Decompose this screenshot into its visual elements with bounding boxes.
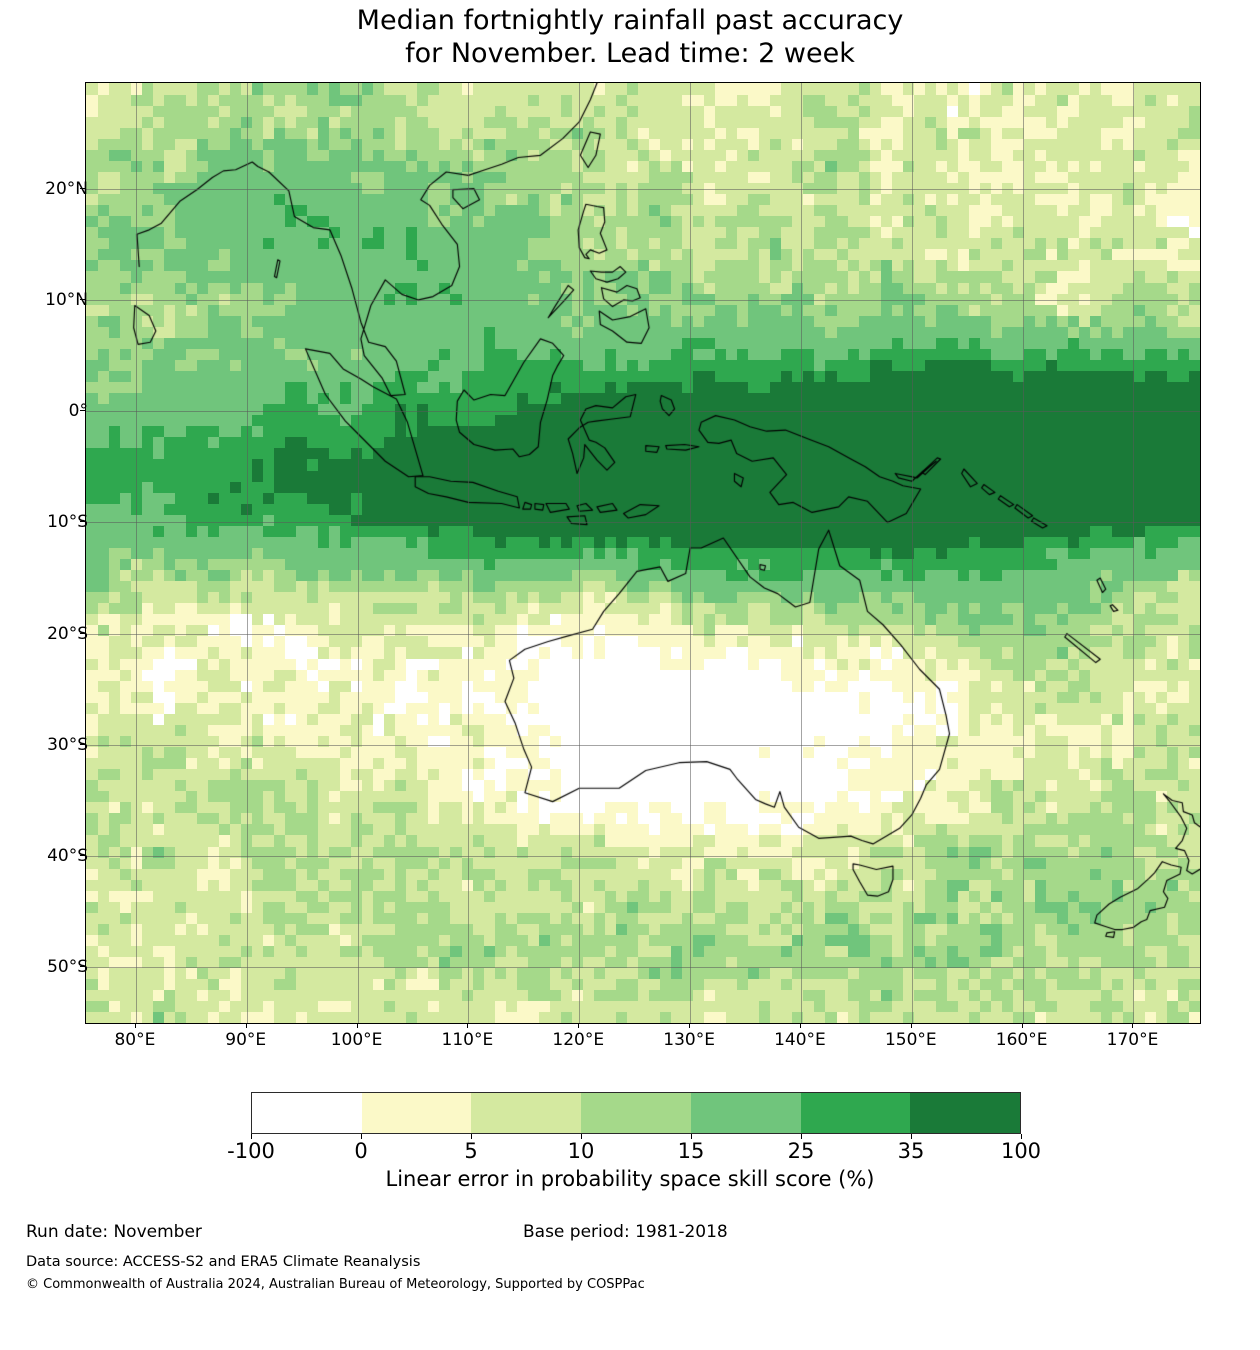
longitude-tickmark: [1132, 1023, 1134, 1028]
colorbar-tickmark: [471, 1134, 472, 1139]
colorbar-gradient: [251, 1092, 1021, 1134]
figure-title: Median fortnightly rainfall past accurac…: [0, 4, 1260, 70]
colorbar-tickmark: [251, 1134, 252, 1139]
colorbar-tickmark: [911, 1134, 912, 1139]
colorbar-segment-0: [252, 1093, 362, 1133]
colorbar-ticks: -100 0 5 10 15 25 35 100: [227, 1134, 1041, 1164]
colorbar-label: Linear error in probability space skill …: [385, 1167, 875, 1191]
longitude-tickmark: [689, 1023, 691, 1028]
longitude-tickmark: [356, 1023, 358, 1028]
colorbar-tick-label: -100: [227, 1139, 275, 1163]
colorbar: [251, 1092, 1021, 1134]
longitude-tick-label: 170°E: [1106, 1030, 1159, 1050]
latitude-tickmark: [80, 187, 85, 189]
colorbar-tick-label: 35: [897, 1139, 925, 1163]
title-line-1: Median fortnightly rainfall past accurac…: [356, 5, 904, 36]
latitude-tickmark: [80, 966, 85, 968]
colorbar-tickmark: [691, 1134, 692, 1139]
latitude-tick-label: 10°N: [45, 289, 88, 310]
latitude-tick-label: 30°S: [47, 734, 88, 755]
latitude-tickmark: [80, 743, 85, 745]
colorbar-tickmark: [361, 1134, 362, 1139]
run-date-text: Run date: November: [26, 1222, 202, 1242]
map-plot-area: [85, 82, 1201, 1024]
colorbar-segment-4: [690, 1093, 801, 1133]
skill-score-raster: [86, 83, 1200, 1023]
colorbar-segment-3: [581, 1093, 691, 1133]
colorbar-tick-label: 0: [354, 1139, 368, 1163]
colorbar-tick-label: 10: [567, 1139, 595, 1163]
longitude-tick-label: 90°E: [225, 1030, 267, 1050]
latitude-tickmark: [80, 521, 85, 523]
colorbar-tickmark: [801, 1134, 802, 1139]
longitude-tick-label: 80°E: [114, 1030, 156, 1050]
latitude-tick-label: 0°: [68, 401, 88, 422]
latitude-tick-label: 20°N: [45, 178, 88, 199]
base-period-text: Base period: 1981-2018: [523, 1222, 728, 1242]
longitude-tick-label: 100°E: [330, 1030, 383, 1050]
latitude-tickmark: [80, 855, 85, 857]
longitude-tick-label: 140°E: [774, 1030, 826, 1050]
colorbar-tickmark: [581, 1134, 582, 1139]
latitude-tick-label: 40°S: [47, 846, 88, 867]
colorbar-tick-label: 15: [677, 1139, 705, 1163]
longitude-tickmark: [134, 1023, 136, 1028]
latitude-tick-label: 10°S: [47, 512, 88, 533]
longitude-tickmark: [245, 1023, 247, 1028]
longitude-tickmark: [799, 1023, 801, 1028]
longitude-tickmark: [910, 1023, 912, 1028]
colorbar-segment-1: [361, 1093, 472, 1133]
colorbar-segment-2: [471, 1093, 582, 1133]
latitude-tickmark: [80, 410, 85, 412]
longitude-tick-label: 160°E: [995, 1030, 1048, 1050]
latitude-tick-label: 20°S: [47, 623, 88, 644]
longitude-tickmark: [578, 1023, 580, 1028]
colorbar-tickmark: [1021, 1134, 1022, 1139]
colorbar-segment-6: [910, 1093, 1021, 1133]
longitude-tickmark: [1021, 1023, 1023, 1028]
latitude-tickmark: [80, 298, 85, 300]
latitude-tickmark: [80, 632, 85, 634]
footer-row-1: Run date: November Base period: 1981-201…: [26, 1222, 1236, 1252]
colorbar-tick-label: 100: [1000, 1139, 1042, 1163]
copyright-text: © Commonwealth of Australia 2024, Austra…: [26, 1277, 645, 1292]
longitude-tick-label: 110°E: [441, 1030, 494, 1050]
latitude-tick-label: 50°S: [47, 957, 88, 978]
figure-footer: Run date: November Base period: 1981-201…: [26, 1222, 1236, 1292]
longitude-tickmark: [467, 1023, 469, 1028]
title-line-2: for November. Lead time: 2 week: [405, 38, 855, 69]
data-source-text: Data source: ACCESS-S2 and ERA5 Climate …: [26, 1254, 421, 1270]
longitude-tick-label: 130°E: [663, 1030, 715, 1050]
longitude-tick-label: 150°E: [884, 1030, 937, 1050]
colorbar-tick-label: 25: [787, 1139, 815, 1163]
colorbar-tick-label: 5: [464, 1139, 478, 1163]
colorbar-segment-5: [800, 1093, 911, 1133]
longitude-tick-label: 120°E: [552, 1030, 605, 1050]
